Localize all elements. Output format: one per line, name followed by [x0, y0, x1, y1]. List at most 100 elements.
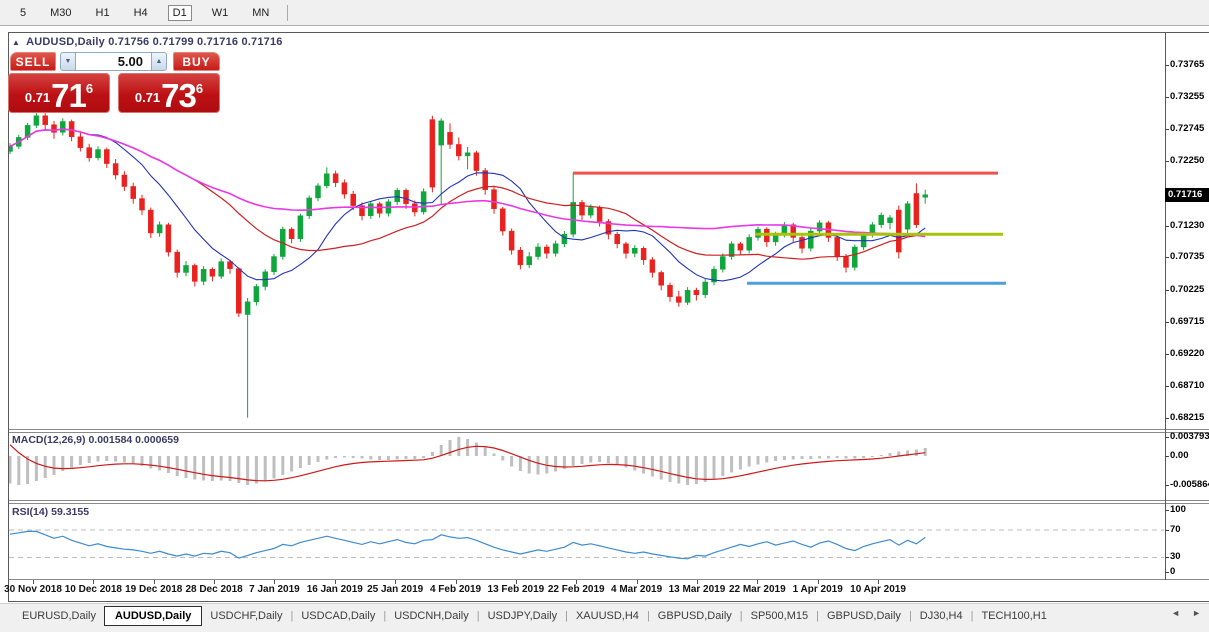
chart-header: ▲ AUDUSD,Daily 0.71756 0.71799 0.71716 0.… — [12, 36, 283, 48]
date-axis-label: 10 Apr 2019 — [850, 584, 906, 595]
date-tick — [395, 580, 397, 584]
tab-separator: | — [383, 610, 387, 622]
volume-input[interactable]: 5.00 — [76, 52, 151, 71]
price-axis-label: 0.72250 — [1170, 155, 1205, 166]
tab-separator: | — [290, 610, 294, 622]
price-tick — [1165, 64, 1169, 66]
date-axis-label: 25 Jan 2019 — [367, 584, 424, 595]
rsi-tick — [1165, 572, 1169, 573]
macd-tick — [1165, 456, 1169, 457]
timeframe-m30[interactable]: M30 — [50, 6, 72, 19]
timeframe-h1[interactable]: H1 — [95, 6, 110, 19]
date-tick — [214, 580, 216, 584]
tab-usdcnh-daily[interactable]: USDCNH,Daily — [394, 610, 469, 622]
sell-button[interactable]: SELL — [10, 52, 56, 71]
tab-scroll-right-icon[interactable]: ► — [1192, 608, 1201, 618]
timeframe-d1[interactable]: D1 — [167, 4, 192, 21]
date-axis-label: 13 Mar 2019 — [668, 584, 726, 595]
macd-axis-label: 0.00 — [1170, 450, 1189, 461]
tab-sp500-m15[interactable]: SP500,M15 — [750, 610, 809, 622]
bid-price-box[interactable]: 0.71 71 6 — [8, 73, 110, 113]
rsi-panel-divider[interactable] — [9, 500, 1209, 501]
price-tick — [1165, 289, 1169, 291]
macd-label: MACD(12,26,9) 0.001584 0.000659 — [12, 434, 179, 446]
bid-prefix: 0.71 — [24, 90, 51, 105]
date-axis-divider — [9, 579, 1209, 580]
rsi-panel-divider2 — [9, 503, 1209, 504]
tab-gbpusd-daily[interactable]: GBPUSD,Daily — [826, 610, 901, 622]
macd-panel-divider2 — [9, 432, 1209, 433]
volume-increase-button[interactable]: ▲ — [151, 52, 167, 71]
timeframe-5[interactable]: 5 — [20, 6, 27, 19]
window-margin — [0, 27, 8, 632]
tab-eurusd-daily[interactable]: EURUSD,Daily — [22, 610, 96, 622]
price-tick — [1165, 418, 1169, 419]
tab-usdcad-daily[interactable]: USDCAD,Daily — [301, 610, 376, 622]
macd-panel-divider[interactable] — [9, 429, 1209, 430]
price-axis-label: 0.69220 — [1170, 347, 1205, 359]
price-tick — [1165, 386, 1169, 388]
rsi-line — [9, 530, 926, 560]
date-axis-label: 1 Apr 2019 — [792, 584, 843, 595]
date-axis-label: 4 Mar 2019 — [611, 584, 663, 595]
tab-dj30-h4[interactable]: DJ30,H4 — [919, 610, 963, 622]
date-tick — [636, 580, 638, 584]
volume-decrease-button[interactable]: ▼ — [60, 52, 76, 71]
tab-separator: | — [476, 610, 480, 622]
symbol-title: AUDUSD,Daily — [26, 36, 105, 48]
price-tick — [1165, 322, 1169, 324]
tab-usdjpy-daily[interactable]: USDJPY,Daily — [487, 610, 558, 622]
date-tick — [455, 580, 457, 584]
current-price-label: 0.71716 — [1165, 188, 1209, 202]
price-axis-label: 0.70735 — [1170, 251, 1205, 263]
candles — [9, 111, 928, 418]
tab-separator: | — [565, 610, 568, 622]
rsi-tick — [1165, 509, 1169, 511]
timeframe-w1[interactable]: W1 — [211, 6, 229, 19]
buy-button[interactable]: BUY — [173, 52, 220, 71]
price-axis-label: 0.71230 — [1170, 219, 1205, 231]
date-axis-label: 19 Dec 2018 — [125, 584, 183, 595]
date-tick — [515, 580, 517, 584]
price-axis-label: 0.69715 — [1170, 316, 1205, 328]
ask-big-digits: 73 — [161, 76, 197, 114]
tab-xauusd-h4[interactable]: XAUUSD,H4 — [575, 610, 639, 622]
ohlc-values: 0.71756 0.71799 0.71716 0.71716 — [108, 36, 283, 48]
tab-gbpusd-daily[interactable]: GBPUSD,Daily — [657, 610, 732, 622]
tab-usdchf-daily[interactable]: USDCHF,Daily — [210, 610, 283, 622]
tab-separator: | — [739, 610, 743, 622]
rsi-label: RSI(14) 59.3155 — [12, 506, 90, 518]
tab-scroll-left-icon[interactable]: ◄ — [1171, 608, 1181, 618]
tab-separator: | — [970, 610, 974, 622]
chart-window-top-border — [8, 32, 1209, 33]
date-axis-label: 4 Feb 2019 — [429, 584, 482, 595]
tab-separator: | — [908, 610, 912, 622]
tab-audusd-daily[interactable]: AUDUSD,Daily — [103, 606, 203, 626]
rsi-axis-label: 70 — [1170, 524, 1181, 536]
timeframe-h4[interactable]: H4 — [133, 6, 148, 19]
price-axis-label: 0.68710 — [1170, 380, 1205, 392]
ask-price-box[interactable]: 0.71 73 6 — [118, 73, 220, 113]
tab-tech100-h1[interactable]: TECH100,H1 — [981, 610, 1047, 622]
rsi-axis-label: 0 — [1170, 566, 1176, 577]
candlestick-chart[interactable] — [9, 33, 1165, 579]
collapse-triangle-icon[interactable]: ▲ — [12, 38, 21, 47]
symbol-tab-bar: EURUSD,Daily AUDUSD,Daily USDCHF,Daily | USD… — [0, 603, 1209, 628]
price-tick — [1165, 225, 1169, 227]
tab-scroll-buttons: ◄ ► — [1171, 608, 1201, 618]
price-axis-label: 0.73765 — [1170, 58, 1205, 70]
status-strip — [0, 628, 1209, 632]
date-axis-label: 7 Jan 2019 — [249, 584, 300, 595]
rsi-tick — [1165, 557, 1169, 559]
ask-prefix: 0.71 — [134, 90, 161, 105]
timeframe-mn[interactable]: MN — [252, 6, 270, 19]
price-tick — [1165, 129, 1169, 131]
price-axis-label: 0.70225 — [1170, 283, 1205, 295]
date-axis-label: 22 Feb 2019 — [547, 584, 605, 595]
date-axis-label: 16 Jan 2019 — [306, 584, 363, 595]
date-axis-label: 10 Dec 2018 — [64, 584, 122, 595]
date-axis-label: 28 Dec 2018 — [185, 584, 243, 595]
bid-big-digits: 71 — [51, 76, 87, 114]
price-tick — [1165, 257, 1169, 259]
macd-tick — [1165, 485, 1169, 487]
